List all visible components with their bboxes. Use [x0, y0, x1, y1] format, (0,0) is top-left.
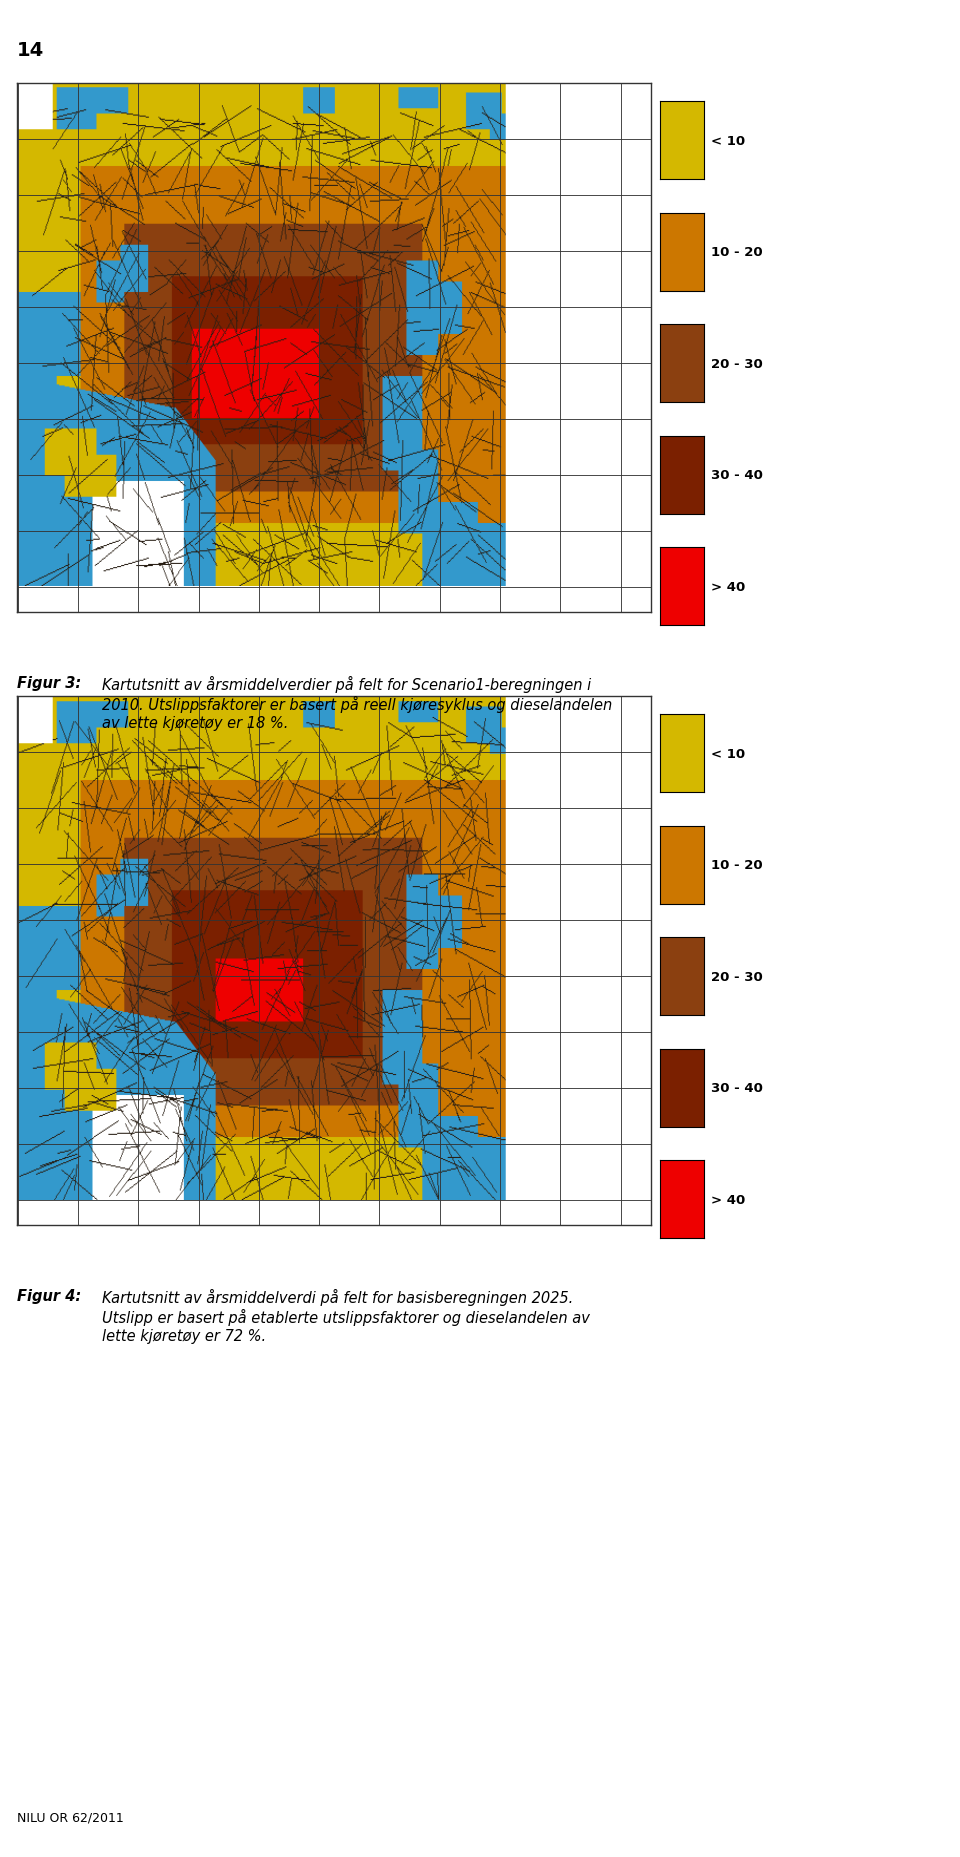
Text: < 10: < 10 [711, 748, 746, 760]
Text: 10 - 20: 10 - 20 [711, 247, 763, 258]
Text: 20 - 30: 20 - 30 [711, 358, 763, 370]
Text: Figur 3:: Figur 3: [17, 676, 82, 691]
Text: > 40: > 40 [711, 581, 746, 592]
Text: Figur 4:: Figur 4: [17, 1289, 82, 1304]
Text: 10 - 20: 10 - 20 [711, 860, 763, 871]
Text: 20 - 30: 20 - 30 [711, 971, 763, 982]
Text: 30 - 40: 30 - 40 [711, 470, 763, 481]
Text: < 10: < 10 [711, 136, 746, 147]
Text: NILU OR 62/2011: NILU OR 62/2011 [17, 1811, 124, 1824]
Text: Kartutsnitt av årsmiddelverdi på felt for basisberegningen 2025.
Utslipp er base: Kartutsnitt av årsmiddelverdi på felt fo… [102, 1289, 589, 1343]
Text: Kartutsnitt av årsmiddelverdier på felt for Scenario1-beregningen i
2010. Utslip: Kartutsnitt av årsmiddelverdier på felt … [102, 676, 612, 730]
Text: 14: 14 [17, 41, 44, 59]
Text: > 40: > 40 [711, 1194, 746, 1205]
Text: 30 - 40: 30 - 40 [711, 1083, 763, 1094]
